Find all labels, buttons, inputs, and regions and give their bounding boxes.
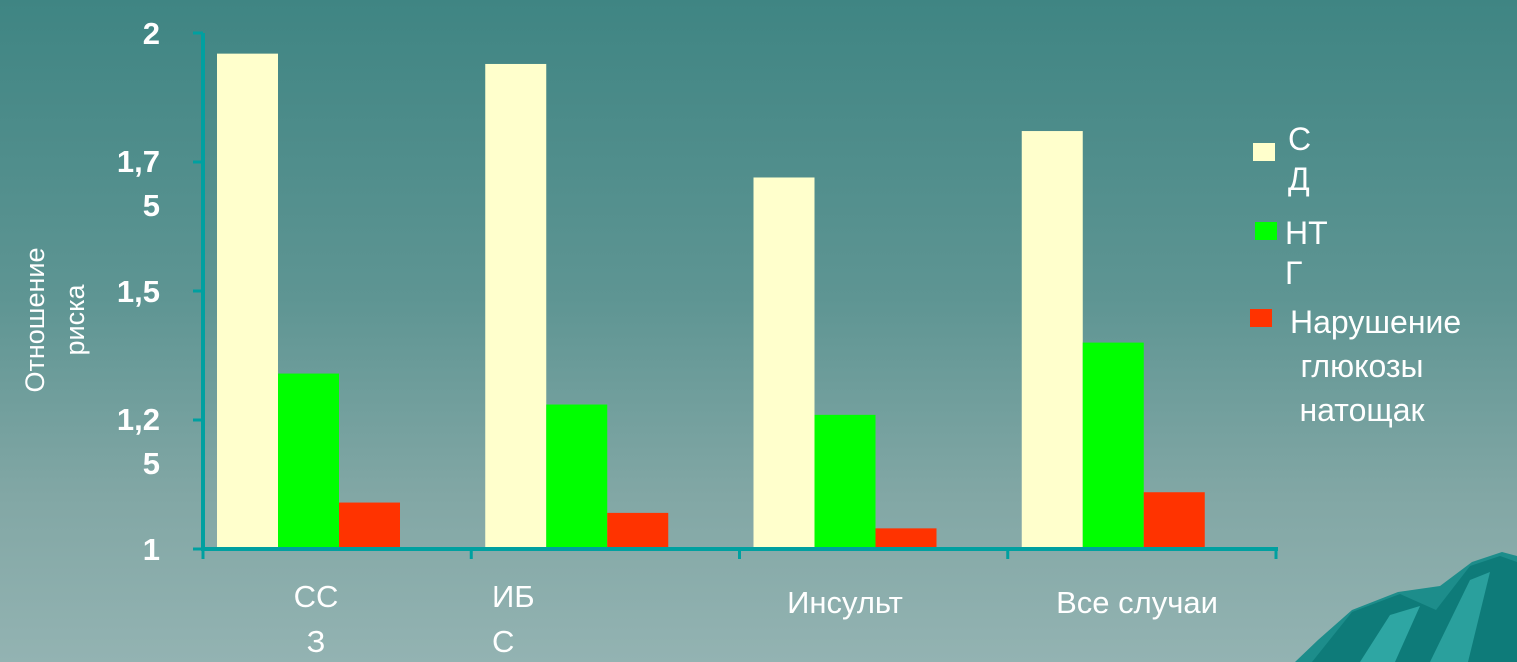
- x-tick-label: ИБ С: [492, 579, 535, 659]
- y-tick-label: 2: [143, 16, 160, 51]
- bar: [753, 177, 815, 550]
- bars: [217, 53, 1205, 550]
- bar: [875, 528, 937, 549]
- legend-swatch: [1255, 222, 1277, 240]
- x-tick-label-line: СС: [294, 579, 339, 614]
- x-tick-label-line: Инсульт: [787, 585, 903, 620]
- y-tick-label: 1,2 5: [117, 402, 160, 481]
- x-tick-label-line: С: [492, 624, 514, 659]
- legend-entry-line: НТ: [1285, 215, 1328, 251]
- y-axis-title-line: Отношение: [20, 248, 50, 393]
- y-axis-label: Отношение риска: [20, 248, 90, 393]
- y-tick-label-line: 1,5: [117, 274, 160, 309]
- x-tick-label-line: ИБ: [492, 579, 535, 614]
- axes: [193, 31, 1278, 559]
- y-tick-label-line: 1: [143, 532, 160, 567]
- y-tick-label: 1: [143, 532, 160, 567]
- x-tick-label: СС З: [294, 579, 339, 659]
- legend-swatch: [1250, 309, 1272, 327]
- y-axis-title: Отношение риска: [20, 248, 90, 393]
- y-tick-label-line: 1,7: [117, 144, 160, 179]
- y-tick-label: 1,5: [117, 274, 160, 309]
- bar: [1021, 131, 1083, 550]
- legend-entry: Нарушение глюкозы натощак: [1290, 304, 1461, 428]
- x-tick-label-line: Все случаи: [1056, 585, 1218, 620]
- legend-entry-line: Г: [1285, 255, 1302, 291]
- legend-entry-line: глюкозы: [1300, 348, 1423, 384]
- y-tick-labels: 11,2 51,51,7 52: [117, 16, 160, 567]
- x-tick-label-line: З: [307, 624, 326, 659]
- bar: [546, 404, 608, 549]
- x-tick-label: Все случаи: [1056, 585, 1218, 620]
- legend-entry: НТ Г: [1285, 215, 1328, 291]
- bar: [607, 512, 669, 549]
- x-tick-label: Инсульт: [787, 585, 903, 620]
- legend-entry-line: Д: [1288, 161, 1310, 197]
- legend-entry-line: натощак: [1300, 392, 1426, 428]
- bar: [814, 414, 876, 549]
- bar: [339, 502, 400, 549]
- legend-swatch: [1253, 143, 1275, 161]
- legend: С Д НТ Г Нарушение глюкозы натощак: [1250, 121, 1461, 428]
- y-tick-label: 1,7 5: [117, 144, 160, 223]
- bar: [1082, 342, 1144, 549]
- y-tick-label-line: 1,2: [117, 402, 160, 437]
- bar: [217, 53, 278, 549]
- legend-entry-line: Нарушение: [1290, 304, 1461, 340]
- mountain-decoration: [1295, 552, 1517, 662]
- y-axis-title-line: риска: [60, 284, 90, 356]
- y-tick-label-line: 2: [143, 16, 160, 51]
- bar: [485, 63, 547, 550]
- x-tick-labels: СС З ИБ С Инсульт Все случаи: [294, 579, 1218, 659]
- bar: [1143, 492, 1205, 549]
- y-tick-label-line: 5: [143, 446, 160, 481]
- legend-entry-line: С: [1288, 121, 1311, 157]
- bar: [278, 373, 339, 549]
- y-tick-label-line: 5: [143, 188, 160, 223]
